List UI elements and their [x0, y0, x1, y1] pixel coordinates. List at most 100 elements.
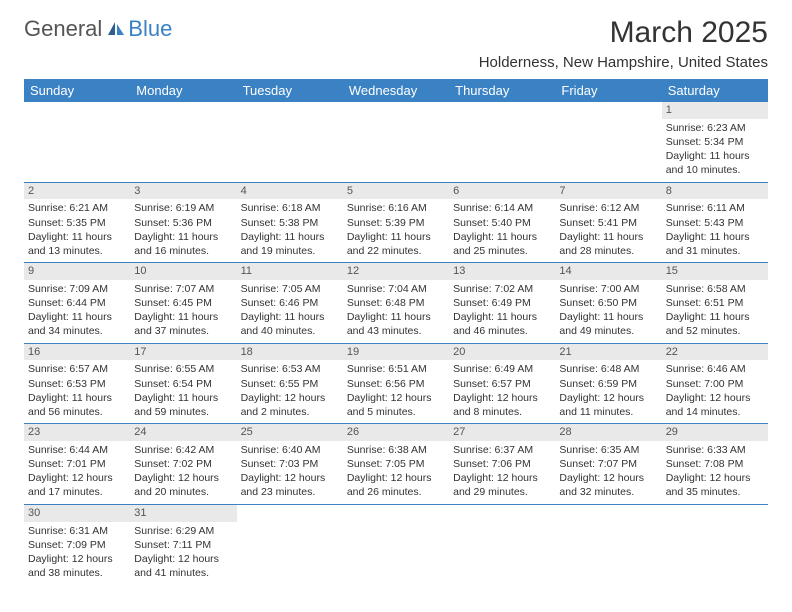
month-title: March 2025	[479, 16, 768, 50]
day-number: 23	[24, 424, 130, 441]
calendar-cell: 1Sunrise: 6:23 AMSunset: 5:34 PMDaylight…	[662, 102, 768, 182]
sunset-line: Sunset: 6:55 PM	[241, 377, 339, 391]
day-number: 24	[130, 424, 236, 441]
header: General Blue March 2025 Holderness, New …	[24, 16, 768, 77]
calendar-cell: 20Sunrise: 6:49 AMSunset: 6:57 PMDayligh…	[449, 343, 555, 424]
daylight-line: Daylight: 12 hours and 2 minutes.	[241, 391, 339, 419]
sunset-line: Sunset: 5:34 PM	[666, 135, 764, 149]
daylight-line: Daylight: 11 hours and 59 minutes.	[134, 391, 232, 419]
calendar-cell: 11Sunrise: 7:05 AMSunset: 6:46 PMDayligh…	[237, 263, 343, 344]
calendar-cell: 18Sunrise: 6:53 AMSunset: 6:55 PMDayligh…	[237, 343, 343, 424]
daylight-line: Daylight: 11 hours and 31 minutes.	[666, 230, 764, 258]
sunset-line: Sunset: 7:07 PM	[559, 457, 657, 471]
calendar-cell	[662, 504, 768, 584]
day-number: 25	[237, 424, 343, 441]
day-number: 15	[662, 263, 768, 280]
sunset-line: Sunset: 5:40 PM	[453, 216, 551, 230]
daylight-line: Daylight: 12 hours and 8 minutes.	[453, 391, 551, 419]
calendar-cell	[449, 504, 555, 584]
day-number: 14	[555, 263, 661, 280]
sunrise-line: Sunrise: 6:42 AM	[134, 443, 232, 457]
calendar-cell: 25 Sunrise: 6:40 AMSunset: 7:03 PMDayligh…	[237, 424, 343, 505]
sunrise-line: Sunrise: 6:29 AM	[134, 524, 232, 538]
sunrise-line: Sunrise: 6:12 AM	[559, 201, 657, 215]
calendar-cell: 7Sunrise: 6:12 AMSunset: 5:41 PMDaylight…	[555, 182, 661, 263]
day-header: Thursday	[449, 79, 555, 102]
sunset-line: Sunset: 6:57 PM	[453, 377, 551, 391]
sunrise-line: Sunrise: 6:11 AM	[666, 201, 764, 215]
day-number: 19	[343, 344, 449, 361]
day-number: 20	[449, 344, 555, 361]
sunset-line: Sunset: 5:38 PM	[241, 216, 339, 230]
day-number: 5	[343, 183, 449, 200]
day-number: 2	[24, 183, 130, 200]
day-number: 26	[343, 424, 449, 441]
calendar-cell	[24, 102, 130, 182]
daylight-line: Daylight: 12 hours and 11 minutes.	[559, 391, 657, 419]
sail-icon	[106, 16, 126, 42]
daylight-line: Daylight: 11 hours and 25 minutes.	[453, 230, 551, 258]
sunrise-line: Sunrise: 6:46 AM	[666, 362, 764, 376]
daylight-line: Daylight: 11 hours and 34 minutes.	[28, 310, 126, 338]
daylight-line: Daylight: 12 hours and 35 minutes.	[666, 471, 764, 499]
location: Holderness, New Hampshire, United States	[479, 54, 768, 71]
calendar-cell	[237, 504, 343, 584]
sunset-line: Sunset: 6:49 PM	[453, 296, 551, 310]
sunrise-line: Sunrise: 6:51 AM	[347, 362, 445, 376]
sunset-line: Sunset: 6:56 PM	[347, 377, 445, 391]
calendar-cell: 30Sunrise: 6:31 AMSunset: 7:09 PMDayligh…	[24, 504, 130, 584]
day-number: 21	[555, 344, 661, 361]
day-number: 17	[130, 344, 236, 361]
calendar-cell: 5Sunrise: 6:16 AMSunset: 5:39 PMDaylight…	[343, 182, 449, 263]
sunrise-line: Sunrise: 6:48 AM	[559, 362, 657, 376]
day-number: 10	[130, 263, 236, 280]
title-block: March 2025 Holderness, New Hampshire, Un…	[479, 16, 768, 77]
sunrise-line: Sunrise: 6:35 AM	[559, 443, 657, 457]
sunset-line: Sunset: 5:41 PM	[559, 216, 657, 230]
calendar-cell: 22Sunrise: 6:46 AMSunset: 7:00 PMDayligh…	[662, 343, 768, 424]
sunset-line: Sunset: 7:05 PM	[347, 457, 445, 471]
sunset-line: Sunset: 6:44 PM	[28, 296, 126, 310]
calendar-body: 1Sunrise: 6:23 AMSunset: 5:34 PMDaylight…	[24, 102, 768, 584]
day-number: 7	[555, 183, 661, 200]
daylight-line: Daylight: 12 hours and 26 minutes.	[347, 471, 445, 499]
day-header: Saturday	[662, 79, 768, 102]
sunset-line: Sunset: 6:54 PM	[134, 377, 232, 391]
calendar-cell: 23Sunrise: 6:44 AMSunset: 7:01 PMDayligh…	[24, 424, 130, 505]
sunrise-line: Sunrise: 6:53 AM	[241, 362, 339, 376]
daylight-line: Daylight: 12 hours and 20 minutes.	[134, 471, 232, 499]
sunrise-line: Sunrise: 6:40 AM	[241, 443, 339, 457]
calendar-cell: 21Sunrise: 6:48 AMSunset: 6:59 PMDayligh…	[555, 343, 661, 424]
daylight-line: Daylight: 11 hours and 52 minutes.	[666, 310, 764, 338]
day-header: Monday	[130, 79, 236, 102]
day-number: 12	[343, 263, 449, 280]
calendar-row: 30Sunrise: 6:31 AMSunset: 7:09 PMDayligh…	[24, 504, 768, 584]
calendar-cell: 12Sunrise: 7:04 AMSunset: 6:48 PMDayligh…	[343, 263, 449, 344]
sunrise-line: Sunrise: 6:21 AM	[28, 201, 126, 215]
daylight-line: Daylight: 11 hours and 22 minutes.	[347, 230, 445, 258]
calendar-cell: 6Sunrise: 6:14 AMSunset: 5:40 PMDaylight…	[449, 182, 555, 263]
day-header: Wednesday	[343, 79, 449, 102]
day-number: 6	[449, 183, 555, 200]
daylight-line: Daylight: 12 hours and 41 minutes.	[134, 552, 232, 580]
sunset-line: Sunset: 7:03 PM	[241, 457, 339, 471]
calendar-cell: 15Sunrise: 6:58 AMSunset: 6:51 PMDayligh…	[662, 263, 768, 344]
sunrise-line: Sunrise: 6:19 AM	[134, 201, 232, 215]
sunset-line: Sunset: 7:06 PM	[453, 457, 551, 471]
calendar-cell: 24Sunrise: 6:42 AMSunset: 7:02 PMDayligh…	[130, 424, 236, 505]
sunset-line: Sunset: 7:08 PM	[666, 457, 764, 471]
calendar-header: SundayMondayTuesdayWednesdayThursdayFrid…	[24, 79, 768, 102]
day-number: 27	[449, 424, 555, 441]
sunrise-line: Sunrise: 7:05 AM	[241, 282, 339, 296]
sunset-line: Sunset: 6:59 PM	[559, 377, 657, 391]
calendar-cell: 17Sunrise: 6:55 AMSunset: 6:54 PMDayligh…	[130, 343, 236, 424]
daylight-line: Daylight: 12 hours and 23 minutes.	[241, 471, 339, 499]
daylight-line: Daylight: 11 hours and 13 minutes.	[28, 230, 126, 258]
daylight-line: Daylight: 11 hours and 43 minutes.	[347, 310, 445, 338]
sunrise-line: Sunrise: 6:55 AM	[134, 362, 232, 376]
day-number: 29	[662, 424, 768, 441]
sunset-line: Sunset: 7:01 PM	[28, 457, 126, 471]
daylight-line: Daylight: 12 hours and 17 minutes.	[28, 471, 126, 499]
day-number: 28	[555, 424, 661, 441]
daylight-line: Daylight: 11 hours and 16 minutes.	[134, 230, 232, 258]
